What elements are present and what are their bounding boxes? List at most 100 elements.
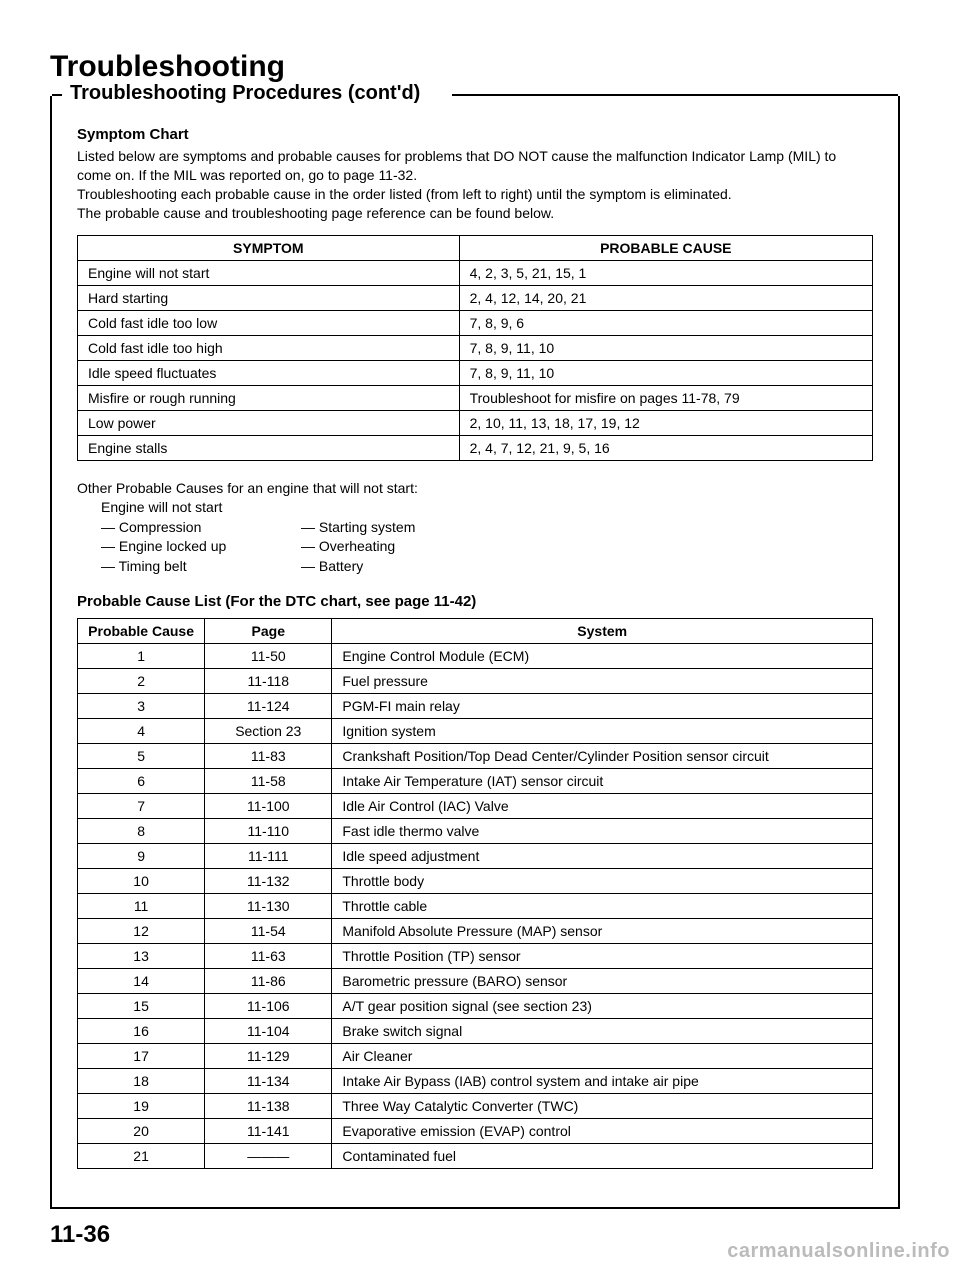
section-box: Troubleshooting Procedures (cont'd) Symp…	[50, 96, 900, 1209]
symptom-chart-heading: Symptom Chart	[77, 126, 873, 143]
table-cell: 11-134	[205, 1068, 332, 1093]
table-cell: 10	[78, 868, 205, 893]
system-header: System	[332, 618, 873, 643]
table-cell: PGM-FI main relay	[332, 693, 873, 718]
table-cell: Intake Air Bypass (IAB) control system a…	[332, 1068, 873, 1093]
table-row: 611-58Intake Air Temperature (IAT) senso…	[78, 768, 873, 793]
cause-num-header: Probable Cause	[78, 618, 205, 643]
table-cell: 8	[78, 818, 205, 843]
table-cell: Idle Air Control (IAC) Valve	[332, 793, 873, 818]
table-cell: 4, 2, 3, 5, 21, 15, 1	[459, 260, 872, 285]
list-item: — Timing belt	[101, 557, 301, 577]
table-cell: 13	[78, 943, 205, 968]
table-cell: Section 23	[205, 718, 332, 743]
table-row: 1711-129Air Cleaner	[78, 1043, 873, 1068]
cause-list-heading: Probable Cause List (For the DTC chart, …	[77, 593, 873, 610]
table-cell: Idle speed adjustment	[332, 843, 873, 868]
table-row: 511-83Crankshaft Position/Top Dead Cente…	[78, 743, 873, 768]
table-cell: Low power	[78, 410, 460, 435]
table-cell: Misfire or rough running	[78, 385, 460, 410]
table-cell: 11	[78, 893, 205, 918]
table-row: Hard starting2, 4, 12, 14, 20, 21	[78, 285, 873, 310]
table-cell: Fast idle thermo valve	[332, 818, 873, 843]
table-cell: 11-141	[205, 1118, 332, 1143]
table-cell: 7	[78, 793, 205, 818]
list-item: — Battery	[301, 557, 501, 577]
table-cell: 11-111	[205, 843, 332, 868]
table-cell: Throttle Position (TP) sensor	[332, 943, 873, 968]
table-cell: Troubleshoot for misfire on pages 11-78,…	[459, 385, 872, 410]
table-cell: 11-118	[205, 668, 332, 693]
box-line-left	[52, 94, 62, 96]
table-cell: 18	[78, 1068, 205, 1093]
list-item: — Overheating	[301, 537, 501, 557]
table-cell: Hard starting	[78, 285, 460, 310]
table-row: 1211-54Manifold Absolute Pressure (MAP) …	[78, 918, 873, 943]
table-row: 1411-86Barometric pressure (BARO) sensor	[78, 968, 873, 993]
table-cell: 16	[78, 1018, 205, 1043]
table-cell: 7, 8, 9, 11, 10	[459, 360, 872, 385]
list-item: — Compression	[101, 518, 301, 538]
table-cell: Ignition system	[332, 718, 873, 743]
table-cell: 2, 4, 12, 14, 20, 21	[459, 285, 872, 310]
table-cell: 3	[78, 693, 205, 718]
table-row: 1311-63Throttle Position (TP) sensor	[78, 943, 873, 968]
table-cell: Barometric pressure (BARO) sensor	[332, 968, 873, 993]
table-row: 1611-104Brake switch signal	[78, 1018, 873, 1043]
table-row: Cold fast idle too low7, 8, 9, 6	[78, 310, 873, 335]
table-cell: 12	[78, 918, 205, 943]
table-cell: 2, 10, 11, 13, 18, 17, 19, 12	[459, 410, 872, 435]
table-row: 711-100Idle Air Control (IAC) Valve	[78, 793, 873, 818]
table-row: 2011-141Evaporative emission (EVAP) cont…	[78, 1118, 873, 1143]
table-cell: 11-83	[205, 743, 332, 768]
table-cell: 7, 8, 9, 11, 10	[459, 335, 872, 360]
table-row: Cold fast idle too high7, 8, 9, 11, 10	[78, 335, 873, 360]
table-cell: 11-100	[205, 793, 332, 818]
table-cell: 11-129	[205, 1043, 332, 1068]
table-cell: 2	[78, 668, 205, 693]
table-cell: 11-132	[205, 868, 332, 893]
page-title: Troubleshooting	[50, 50, 900, 84]
table-cell: Throttle body	[332, 868, 873, 893]
table-row: 1011-132Throttle body	[78, 868, 873, 893]
table-cell: Evaporative emission (EVAP) control	[332, 1118, 873, 1143]
table-cell: Crankshaft Position/Top Dead Center/Cyli…	[332, 743, 873, 768]
table-cell: 6	[78, 768, 205, 793]
table-cell: Cold fast idle too low	[78, 310, 460, 335]
cause-header: PROBABLE CAUSE	[459, 235, 872, 260]
table-cell: 11-50	[205, 643, 332, 668]
table-row: Idle speed fluctuates7, 8, 9, 11, 10	[78, 360, 873, 385]
other-causes-subline: Engine will not start	[101, 498, 873, 518]
section-title: Troubleshooting Procedures (cont'd)	[62, 82, 428, 105]
table-cell: Throttle cable	[332, 893, 873, 918]
page-header: Page	[205, 618, 332, 643]
table-cell: 15	[78, 993, 205, 1018]
table-cell: 21	[78, 1143, 205, 1168]
table-cell: Idle speed fluctuates	[78, 360, 460, 385]
table-cell: 9	[78, 843, 205, 868]
other-causes-col2: — Starting system— Overheating— Battery	[301, 518, 501, 577]
table-header-row: SYMPTOM PROBABLE CAUSE	[78, 235, 873, 260]
table-row: 1911-138Three Way Catalytic Converter (T…	[78, 1093, 873, 1118]
table-row: 111-50Engine Control Module (ECM)	[78, 643, 873, 668]
table-cell: 11-54	[205, 918, 332, 943]
symptom-chart-intro: Listed below are symptoms and probable c…	[77, 147, 873, 223]
table-cell: ———	[205, 1143, 332, 1168]
symptom-table: SYMPTOM PROBABLE CAUSE Engine will not s…	[77, 235, 873, 461]
watermark-text: carmanualsonline.info	[727, 1240, 950, 1263]
table-cell: 1	[78, 643, 205, 668]
table-row: 311-124PGM-FI main relay	[78, 693, 873, 718]
table-cell: Engine stalls	[78, 435, 460, 460]
table-cell: 11-86	[205, 968, 332, 993]
table-cell: 11-110	[205, 818, 332, 843]
table-row: 211-118Fuel pressure	[78, 668, 873, 693]
table-row: 1511-106A/T gear position signal (see se…	[78, 993, 873, 1018]
table-cell: Air Cleaner	[332, 1043, 873, 1068]
table-cell: 14	[78, 968, 205, 993]
table-cell: 20	[78, 1118, 205, 1143]
table-row: Engine stalls2, 4, 7, 12, 21, 9, 5, 16	[78, 435, 873, 460]
table-cell: 2, 4, 7, 12, 21, 9, 5, 16	[459, 435, 872, 460]
table-cell: 11-138	[205, 1093, 332, 1118]
table-cell: Brake switch signal	[332, 1018, 873, 1043]
cause-table: Probable Cause Page System 111-50Engine …	[77, 618, 873, 1169]
